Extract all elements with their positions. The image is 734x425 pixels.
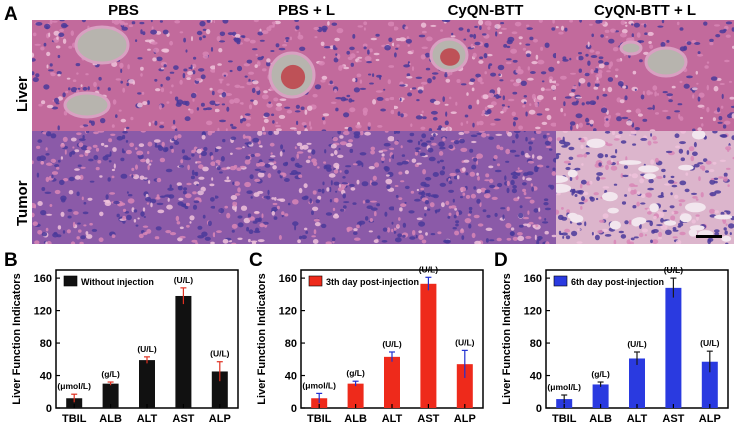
- histology-liver-cyqn-btt: [394, 20, 556, 131]
- bar-ast: [420, 283, 437, 408]
- y-tick-label: 40: [40, 371, 52, 383]
- histology-liver-cyqn-btt-l: [556, 20, 734, 131]
- bar-alp: [701, 361, 718, 408]
- unit-label: (g/L): [346, 368, 365, 378]
- chart-c: C 0 40 80 120 160 Liver Function Indicators 3th…: [249, 250, 484, 425]
- bar-tbil: [66, 398, 83, 408]
- unit-label: (U/L): [137, 344, 157, 354]
- y-tick-label: 160: [34, 273, 52, 285]
- unit-label: (g/L): [101, 369, 120, 379]
- unit-label: (g/L): [591, 369, 610, 379]
- x-tick-label: ALT: [137, 413, 158, 425]
- x-tick-label: ALP: [699, 413, 721, 425]
- unit-label: (U/L): [382, 339, 402, 349]
- bar-alt: [139, 360, 155, 408]
- bar-alp: [456, 364, 473, 408]
- unit-label: (μmol/L): [547, 382, 581, 392]
- y-tick-label: 80: [40, 338, 52, 350]
- legend-swatch: [63, 275, 78, 287]
- y-tick-label: 0: [291, 403, 297, 415]
- bar-ast: [665, 287, 682, 408]
- histology-tumor-cyqn-btt: [394, 131, 556, 244]
- bar-alb: [592, 384, 609, 408]
- x-tick-label: AST: [172, 413, 194, 425]
- column-title-cyqn-btt-l: CyQN-BTT + L: [593, 2, 697, 19]
- unit-label: (U/L): [455, 337, 475, 347]
- unit-label: (μmol/L): [302, 380, 336, 390]
- x-tick-label: ALB: [589, 413, 612, 425]
- unit-label: (μmol/L): [57, 381, 91, 391]
- bar-alp: [211, 371, 228, 408]
- column-title-cyqn-btt: CyQN-BTT: [447, 2, 524, 19]
- x-tick-label: TBIL: [307, 413, 332, 425]
- row-label-tumor: Tumor: [14, 180, 31, 226]
- x-tick-label: ALT: [627, 413, 648, 425]
- histology-tumor-pbs: [32, 131, 215, 244]
- unit-label: (U/L): [174, 275, 194, 285]
- histology-liver-pbs-l: [215, 20, 394, 131]
- bar-ast: [175, 295, 192, 408]
- y-tick-label: 120: [279, 306, 297, 318]
- histology-tumor-pbs-l: [215, 131, 394, 244]
- y-tick-label: 120: [34, 306, 52, 318]
- y-tick-label: 160: [524, 273, 542, 285]
- column-title-pbs-l: PBS + L: [277, 2, 336, 19]
- legend-label: 3th day post-injection: [326, 277, 419, 287]
- x-tick-label: ALP: [454, 413, 476, 425]
- x-tick-label: AST: [662, 413, 684, 425]
- unit-label: (U/L): [700, 338, 720, 348]
- legend-label: Without injection: [81, 277, 154, 287]
- x-tick-label: ALP: [209, 413, 231, 425]
- unit-label: (U/L): [210, 349, 230, 359]
- unit-label: (U/L): [627, 339, 647, 349]
- y-tick-label: 160: [279, 273, 297, 285]
- y-tick-label: 120: [524, 306, 542, 318]
- x-tick-label: ALT: [382, 413, 403, 425]
- panel-a-letter: A: [4, 4, 18, 25]
- bar-alb: [102, 383, 119, 408]
- y-axis-label: Liver Function Indicators: [11, 273, 23, 404]
- row-label-liver: Liver: [14, 76, 31, 112]
- column-title-pbs: PBS: [108, 2, 139, 19]
- bar-tbil: [556, 399, 573, 408]
- y-axis-label: Liver Function Indicators: [256, 273, 268, 404]
- y-axis-label: Liver Function Indicators: [501, 273, 513, 404]
- panel-letter: D: [494, 250, 508, 271]
- legend-swatch: [553, 275, 568, 287]
- panel-letter: C: [249, 250, 263, 271]
- legend-swatch: [308, 275, 323, 287]
- bar-alb: [347, 383, 364, 408]
- x-tick-label: TBIL: [62, 413, 87, 425]
- x-tick-label: AST: [417, 413, 439, 425]
- bar-alt: [384, 356, 400, 408]
- y-tick-label: 40: [285, 371, 297, 383]
- unit-label: (U/L): [664, 265, 684, 275]
- legend-label: 6th day post-injection: [571, 277, 664, 287]
- x-tick-label: ALB: [344, 413, 367, 425]
- y-tick-label: 0: [46, 403, 52, 415]
- x-tick-label: ALB: [99, 413, 122, 425]
- histology-tumor-cyqn-btt-l: [556, 131, 734, 244]
- y-tick-label: 80: [530, 338, 542, 350]
- x-tick-label: TBIL: [552, 413, 577, 425]
- chart-b: B 0 40 80 120 160 Liver Function Indicators Wit…: [4, 250, 239, 425]
- panel-letter: B: [4, 250, 18, 271]
- unit-label: (U/L): [419, 264, 439, 274]
- histology-liver-pbs: [32, 20, 215, 131]
- y-tick-label: 80: [285, 338, 297, 350]
- y-tick-label: 0: [536, 403, 542, 415]
- bar-alt: [629, 358, 645, 408]
- y-tick-label: 40: [530, 371, 542, 383]
- chart-d: D 0 40 80 120 160 Liver Function Indicators 6th…: [494, 250, 729, 425]
